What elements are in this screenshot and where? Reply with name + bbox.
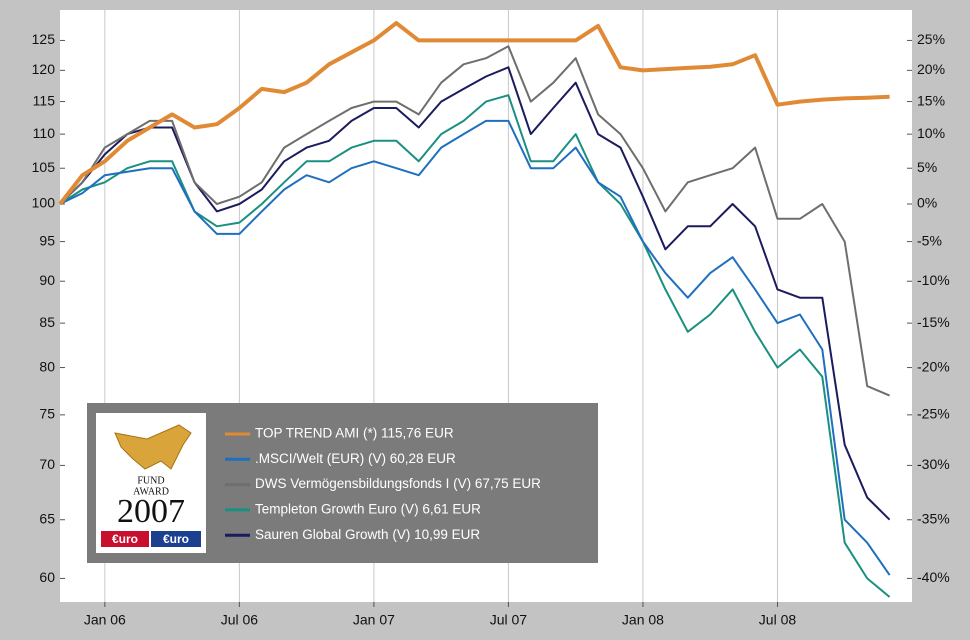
y-tick-label: 60	[39, 569, 55, 585]
y2-tick-label: 5%	[917, 159, 937, 175]
y2-tick-label: -35%	[917, 510, 950, 526]
legend-label: DWS Vermögensbildungsfonds I (V) 67,75 E…	[255, 476, 541, 491]
legend-label: Sauren Global Growth (V) 10,99 EUR	[255, 527, 480, 542]
x-tick-label: Jan 06	[84, 612, 126, 628]
y-tick-label: 110	[33, 125, 56, 141]
badge-year: 2007	[117, 493, 185, 530]
x-tick-label: Jan 08	[622, 612, 664, 628]
y-tick-label: 100	[32, 195, 56, 211]
chart: Jan 06 Jul 06 Jan 07 Jul 07 Jan 08 Jul 08 60 65…	[0, 0, 970, 640]
legend-label: TOP TREND AMI (*) 115,76 EUR	[255, 426, 454, 441]
y2-tick-label: 25%	[917, 31, 945, 47]
y2-tick-label: -15%	[917, 314, 950, 330]
x-tick-label: Jan 07	[353, 612, 395, 628]
y-tick-label: 75	[39, 406, 55, 422]
x-tick-label: Jul 07	[490, 612, 528, 628]
y-tick-label: 120	[32, 61, 56, 77]
y2-tick-label: -10%	[917, 272, 950, 288]
y-tick-label: 65	[39, 510, 55, 526]
y-tick-label: 95	[39, 232, 55, 248]
y2-tick-label: -5%	[917, 232, 942, 248]
y2-tick-label: -20%	[917, 358, 950, 374]
x-tick-label: Jul 06	[221, 612, 259, 628]
y-tick-label: 125	[32, 31, 56, 47]
legend-label: Templeton Growth Euro (V) 6,61 EUR	[255, 501, 481, 516]
y-tick-label: 115	[33, 92, 56, 108]
y2-tick-label: 15%	[917, 92, 945, 108]
legend-label: .MSCI/Welt (EUR) (V) 60,28 EUR	[255, 451, 456, 466]
y-tick-label: 80	[39, 358, 55, 374]
y-tick-label: 105	[32, 159, 56, 175]
y2-tick-label: 0%	[917, 195, 937, 211]
y-tick-label: 85	[39, 314, 55, 330]
x-tick-label: Jul 08	[759, 612, 797, 628]
badge-logo-text: €uro	[112, 532, 138, 546]
y2-tick-label: 20%	[917, 61, 945, 77]
y-tick-label: 90	[39, 272, 55, 288]
badge-logo-text: €uro	[163, 532, 189, 546]
badge-text: FUND	[137, 475, 164, 486]
y2-tick-label: 10%	[917, 125, 945, 141]
y2-tick-label: -25%	[917, 406, 950, 422]
y-tick-label: 70	[39, 456, 55, 472]
y2-tick-label: -30%	[917, 456, 950, 472]
y2-tick-label: -40%	[917, 569, 950, 585]
